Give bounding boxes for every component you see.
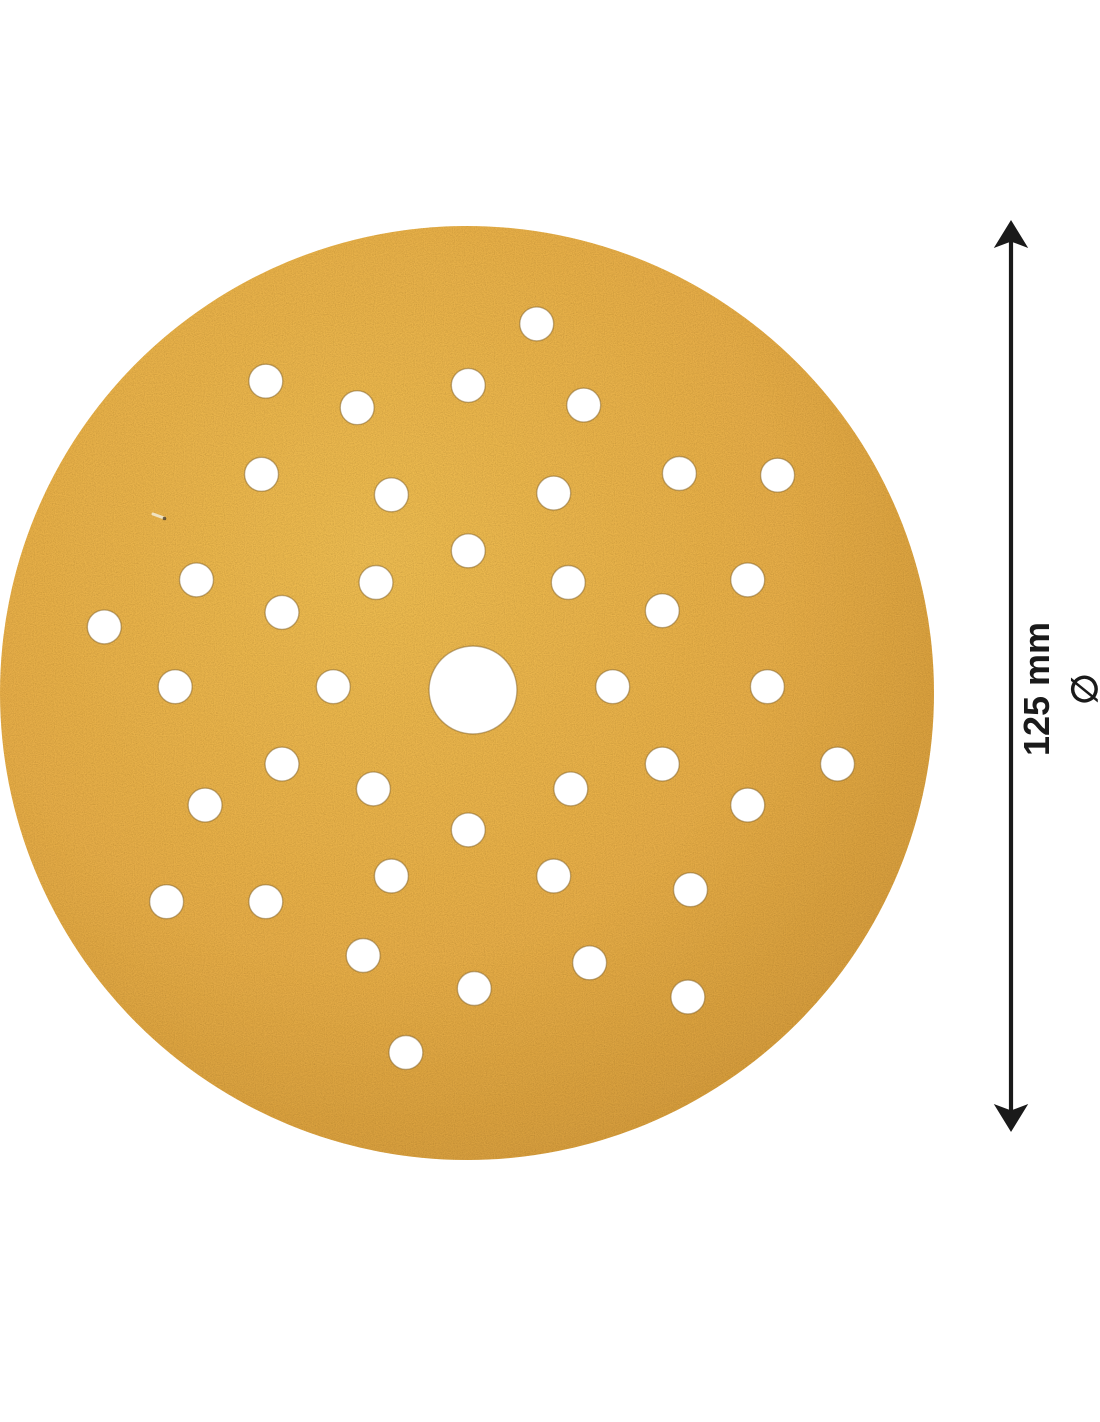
svg-text:125 mm: 125 mm bbox=[1016, 622, 1057, 756]
svg-text:∅: ∅ bbox=[1064, 673, 1100, 704]
